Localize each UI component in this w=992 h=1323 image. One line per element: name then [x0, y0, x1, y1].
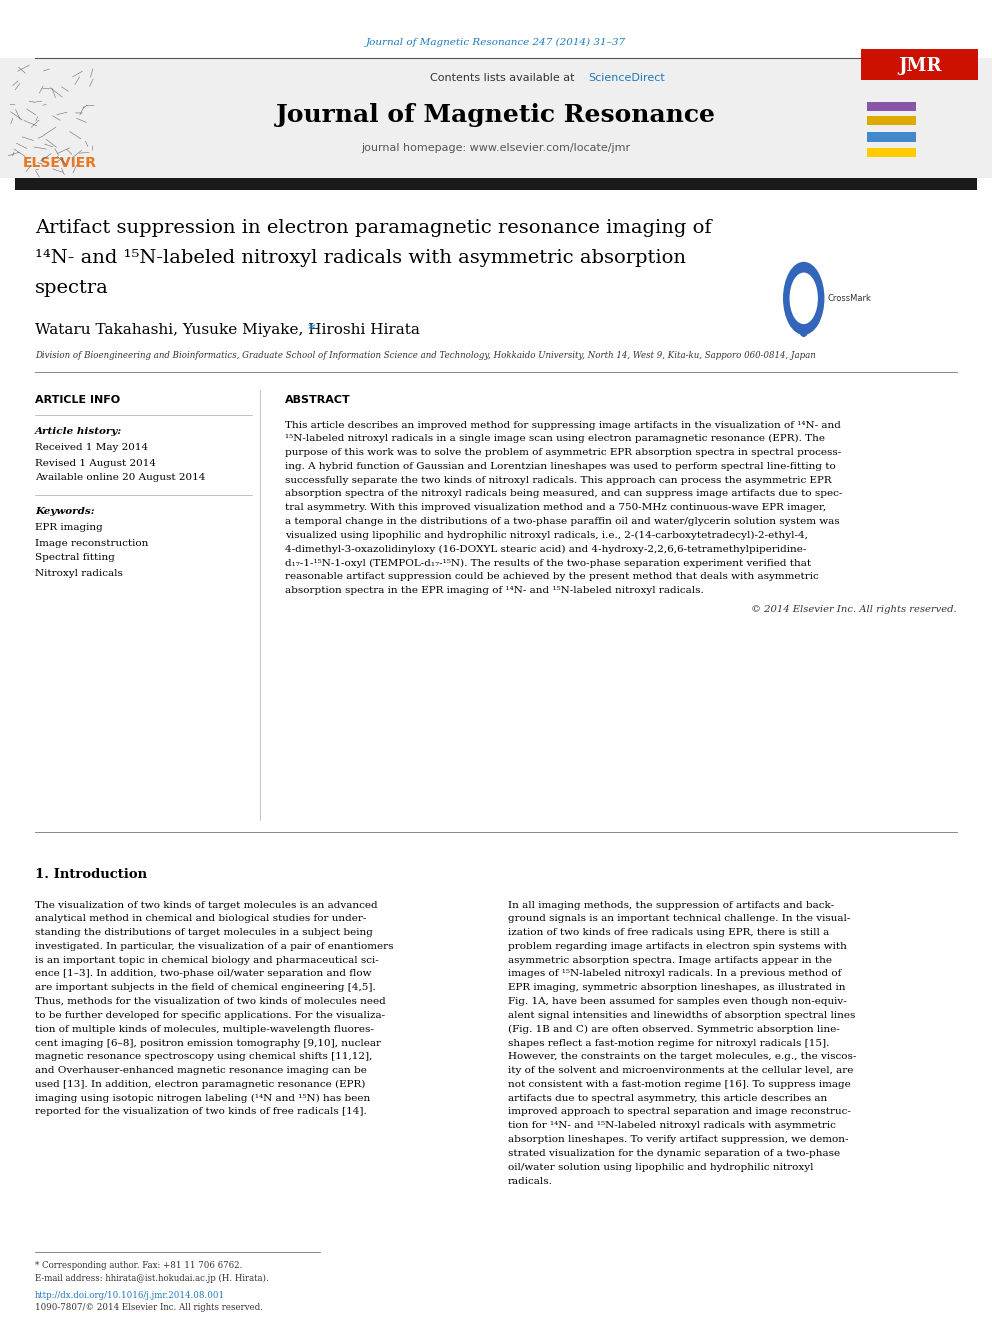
Text: analytical method in chemical and biological studies for under-: analytical method in chemical and biolog…	[35, 914, 366, 923]
Text: is an important topic in chemical biology and pharmaceutical sci-: is an important topic in chemical biolog…	[35, 955, 379, 964]
Text: ABSTRACT: ABSTRACT	[285, 396, 351, 405]
Text: radicals.: radicals.	[508, 1176, 553, 1185]
Text: absorption spectra of the nitroxyl radicals being measured, and can suppress ima: absorption spectra of the nitroxyl radic…	[285, 490, 842, 499]
Text: Keywords:: Keywords:	[35, 508, 94, 516]
Text: * Corresponding author. Fax: +81 11 706 6762.: * Corresponding author. Fax: +81 11 706 …	[35, 1261, 242, 1270]
Text: improved approach to spectral separation and image reconstruc-: improved approach to spectral separation…	[508, 1107, 851, 1117]
Text: However, the constraints on the target molecules, e.g., the viscos-: However, the constraints on the target m…	[508, 1052, 856, 1061]
Text: investigated. In particular, the visualization of a pair of enantiomers: investigated. In particular, the visuali…	[35, 942, 394, 951]
Text: *: *	[308, 323, 315, 337]
Text: and Overhauser-enhanced magnetic resonance imaging can be: and Overhauser-enhanced magnetic resonan…	[35, 1066, 367, 1076]
Text: absorption spectra in the EPR imaging of ¹⁴N- and ¹⁵N-labeled nitroxyl radicals.: absorption spectra in the EPR imaging of…	[285, 586, 703, 595]
Text: Contents lists available at: Contents lists available at	[430, 73, 578, 83]
Text: imaging using isotopic nitrogen labeling (¹⁴N and ¹⁵N) has been: imaging using isotopic nitrogen labeling…	[35, 1094, 370, 1103]
Text: reasonable artifact suppression could be achieved by the present method that dea: reasonable artifact suppression could be…	[285, 573, 818, 581]
Text: This article describes an improved method for suppressing image artifacts in the: This article describes an improved metho…	[285, 421, 841, 430]
Text: visualized using lipophilic and hydrophilic nitroxyl radicals, i.e., 2-(14-carbo: visualized using lipophilic and hydrophi…	[285, 531, 807, 540]
Text: ity of the solvent and microenvironments at the cellular level, are: ity of the solvent and microenvironments…	[508, 1066, 853, 1076]
Text: EPR imaging: EPR imaging	[35, 524, 103, 532]
Text: absorption lineshapes. To verify artifact suppression, we demon-: absorption lineshapes. To verify artifac…	[508, 1135, 848, 1144]
Text: spectra: spectra	[35, 279, 109, 296]
Text: EPR imaging, symmetric absorption lineshapes, as illustrated in: EPR imaging, symmetric absorption linesh…	[508, 983, 845, 992]
Text: not consistent with a fast-motion regime [16]. To suppress image: not consistent with a fast-motion regime…	[508, 1080, 851, 1089]
Text: tral asymmetry. With this improved visualization method and a 750-MHz continuous: tral asymmetry. With this improved visua…	[285, 503, 826, 512]
Text: CrossMark: CrossMark	[827, 294, 872, 303]
Text: ¹⁴N- and ¹⁵N-labeled nitroxyl radicals with asymmetric absorption: ¹⁴N- and ¹⁵N-labeled nitroxyl radicals w…	[35, 249, 686, 267]
Text: alent signal intensities and linewidths of absorption spectral lines: alent signal intensities and linewidths …	[508, 1011, 855, 1020]
Text: 1. Introduction: 1. Introduction	[35, 868, 147, 881]
FancyBboxPatch shape	[867, 102, 916, 111]
Text: ground signals is an important technical challenge. In the visual-: ground signals is an important technical…	[508, 914, 850, 923]
Text: Nitroxyl radicals: Nitroxyl radicals	[35, 569, 123, 578]
Text: 1090-7807/© 2014 Elsevier Inc. All rights reserved.: 1090-7807/© 2014 Elsevier Inc. All right…	[35, 1303, 263, 1312]
Text: Thus, methods for the visualization of two kinds of molecules need: Thus, methods for the visualization of t…	[35, 998, 386, 1005]
Text: journal homepage: www.elsevier.com/locate/jmr: journal homepage: www.elsevier.com/locat…	[361, 143, 631, 153]
Text: asymmetric absorption spectra. Image artifacts appear in the: asymmetric absorption spectra. Image art…	[508, 955, 832, 964]
Text: Journal of Magnetic Resonance 247 (2014) 31–37: Journal of Magnetic Resonance 247 (2014)…	[366, 37, 626, 46]
Text: E-mail address: hhirata@ist.hokudai.ac.jp (H. Hirata).: E-mail address: hhirata@ist.hokudai.ac.j…	[35, 1274, 269, 1282]
Text: JMR: JMR	[898, 57, 941, 74]
Text: a temporal change in the distributions of a two-phase paraffin oil and water/gly: a temporal change in the distributions o…	[285, 517, 839, 527]
Text: images of ¹⁵N-labeled nitroxyl radicals. In a previous method of: images of ¹⁵N-labeled nitroxyl radicals.…	[508, 970, 841, 979]
Text: artifacts due to spectral asymmetry, this article describes an: artifacts due to spectral asymmetry, thi…	[508, 1094, 827, 1102]
Text: (Fig. 1B and C) are often observed. Symmetric absorption line-: (Fig. 1B and C) are often observed. Symm…	[508, 1024, 840, 1033]
Text: shapes reflect a fast-motion regime for nitroxyl radicals [15].: shapes reflect a fast-motion regime for …	[508, 1039, 829, 1048]
Text: strated visualization for the dynamic separation of a two-phase: strated visualization for the dynamic se…	[508, 1148, 840, 1158]
Text: Division of Bioengineering and Bioinformatics, Graduate School of Information Sc: Division of Bioengineering and Bioinform…	[35, 351, 815, 360]
Text: © 2014 Elsevier Inc. All rights reserved.: © 2014 Elsevier Inc. All rights reserved…	[751, 605, 957, 614]
Text: tion of multiple kinds of molecules, multiple-wavelength fluores-: tion of multiple kinds of molecules, mul…	[35, 1025, 374, 1033]
FancyBboxPatch shape	[867, 148, 916, 157]
Ellipse shape	[790, 273, 817, 324]
Text: Fig. 1A, have been assumed for samples even though non-equiv-: Fig. 1A, have been assumed for samples e…	[508, 998, 847, 1005]
Text: ence [1–3]. In addition, two-phase oil/water separation and flow: ence [1–3]. In addition, two-phase oil/w…	[35, 970, 371, 979]
Text: ELSEVIER: ELSEVIER	[23, 156, 97, 169]
Text: Artifact suppression in electron paramagnetic resonance imaging of: Artifact suppression in electron paramag…	[35, 220, 711, 237]
Text: are important subjects in the field of chemical engineering [4,5].: are important subjects in the field of c…	[35, 983, 376, 992]
Text: In all imaging methods, the suppression of artifacts and back-: In all imaging methods, the suppression …	[508, 901, 834, 909]
Ellipse shape	[800, 325, 808, 337]
FancyBboxPatch shape	[867, 115, 916, 126]
Ellipse shape	[783, 262, 824, 335]
Text: magnetic resonance spectroscopy using chemical shifts [11,12],: magnetic resonance spectroscopy using ch…	[35, 1052, 372, 1061]
Text: Available online 20 August 2014: Available online 20 August 2014	[35, 474, 205, 483]
Text: cent imaging [6–8], positron emission tomography [9,10], nuclear: cent imaging [6–8], positron emission to…	[35, 1039, 381, 1048]
Text: The visualization of two kinds of target molecules is an advanced: The visualization of two kinds of target…	[35, 901, 378, 909]
Text: d₁₇-1-¹⁵N-1-oxyl (TEMPOL-d₁₇-¹⁵N). The results of the two-phase separation exper: d₁₇-1-¹⁵N-1-oxyl (TEMPOL-d₁₇-¹⁵N). The r…	[285, 558, 811, 568]
Text: reported for the visualization of two kinds of free radicals [14].: reported for the visualization of two ki…	[35, 1107, 367, 1117]
Text: ScienceDirect: ScienceDirect	[588, 73, 665, 83]
Text: ¹⁵N-labeled nitroxyl radicals in a single image scan using electron paramagnetic: ¹⁵N-labeled nitroxyl radicals in a singl…	[285, 434, 825, 443]
Text: successfully separate the two kinds of nitroxyl radicals. This approach can proc: successfully separate the two kinds of n…	[285, 476, 831, 484]
Text: 4-dimethyl-3-oxazolidinyloxy (16-DOXYL stearic acid) and 4-hydroxy-2,2,6,6-tetra: 4-dimethyl-3-oxazolidinyloxy (16-DOXYL s…	[285, 545, 806, 554]
Text: Received 1 May 2014: Received 1 May 2014	[35, 443, 148, 452]
FancyBboxPatch shape	[0, 58, 992, 179]
Text: Journal of Magnetic Resonance: Journal of Magnetic Resonance	[276, 103, 716, 127]
Text: purpose of this work was to solve the problem of asymmetric EPR absorption spect: purpose of this work was to solve the pr…	[285, 448, 841, 458]
Text: ARTICLE INFO: ARTICLE INFO	[35, 396, 120, 405]
FancyBboxPatch shape	[867, 132, 916, 142]
Text: tion for ¹⁴N- and ¹⁵N-labeled nitroxyl radicals with asymmetric: tion for ¹⁴N- and ¹⁵N-labeled nitroxyl r…	[508, 1122, 836, 1130]
Text: ization of two kinds of free radicals using EPR, there is still a: ization of two kinds of free radicals us…	[508, 929, 829, 937]
Text: used [13]. In addition, electron paramagnetic resonance (EPR): used [13]. In addition, electron paramag…	[35, 1080, 365, 1089]
Text: Article history:: Article history:	[35, 427, 122, 437]
Text: oil/water solution using lipophilic and hydrophilic nitroxyl: oil/water solution using lipophilic and …	[508, 1163, 813, 1172]
FancyBboxPatch shape	[861, 49, 978, 79]
Text: standing the distributions of target molecules in a subject being: standing the distributions of target mol…	[35, 929, 373, 937]
Text: to be further developed for specific applications. For the visualiza-: to be further developed for specific app…	[35, 1011, 385, 1020]
Text: Spectral fitting: Spectral fitting	[35, 553, 115, 562]
Text: Image reconstruction: Image reconstruction	[35, 538, 149, 548]
Text: http://dx.doi.org/10.1016/j.jmr.2014.08.001: http://dx.doi.org/10.1016/j.jmr.2014.08.…	[35, 1290, 225, 1299]
Text: ing. A hybrid function of Gaussian and Lorentzian lineshapes was used to perform: ing. A hybrid function of Gaussian and L…	[285, 462, 835, 471]
Text: Revised 1 August 2014: Revised 1 August 2014	[35, 459, 156, 467]
FancyBboxPatch shape	[15, 179, 977, 191]
Text: problem regarding image artifacts in electron spin systems with: problem regarding image artifacts in ele…	[508, 942, 847, 951]
Text: Wataru Takahashi, Yusuke Miyake, Hiroshi Hirata: Wataru Takahashi, Yusuke Miyake, Hiroshi…	[35, 323, 420, 337]
